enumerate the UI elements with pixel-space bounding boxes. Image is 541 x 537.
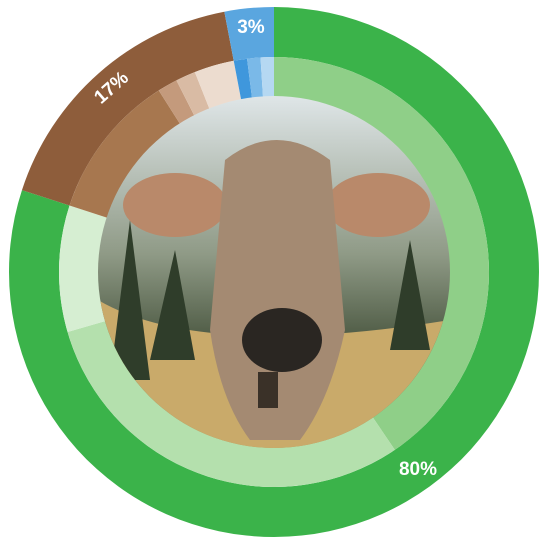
chart: 80%17%3%: [0, 0, 541, 537]
photo: [98, 96, 450, 448]
value-label: 3%: [237, 17, 265, 38]
value-label: 80%: [399, 459, 437, 480]
